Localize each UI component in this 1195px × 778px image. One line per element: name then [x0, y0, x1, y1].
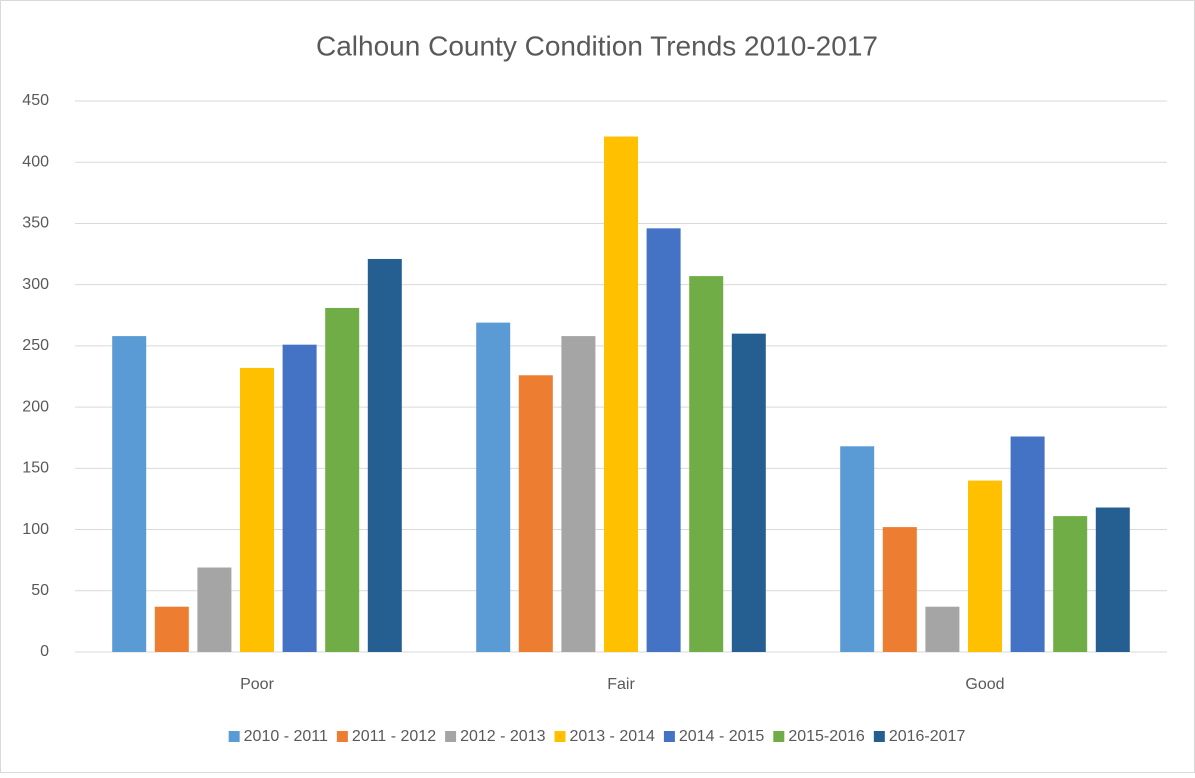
bar	[367, 258, 402, 652]
y-tick-label: 400	[22, 153, 49, 170]
y-tick-label: 450	[22, 92, 49, 109]
x-tick-label: Poor	[240, 676, 274, 693]
legend-swatch	[228, 731, 240, 742]
bar	[968, 480, 1002, 652]
bar	[240, 367, 274, 652]
bar	[1053, 516, 1088, 652]
legend-swatch	[773, 731, 785, 742]
bar	[154, 606, 189, 652]
y-tick-label: 250	[22, 337, 49, 354]
legend-label: 2010 - 2011	[244, 728, 328, 745]
legend-swatch	[663, 731, 675, 742]
y-tick-label: 150	[22, 460, 49, 477]
legend-swatch	[554, 731, 566, 742]
y-tick-label: 50	[31, 582, 49, 599]
legend-swatch	[445, 731, 457, 742]
legend-label: 2014 - 2015	[679, 728, 765, 745]
bar	[689, 276, 724, 652]
bar	[112, 336, 147, 652]
x-tick-label: Good	[965, 676, 1004, 693]
legend-label: 2013 - 2014	[570, 728, 656, 745]
y-tick-label: 350	[22, 215, 49, 232]
bar	[518, 375, 553, 652]
bar	[197, 567, 232, 652]
y-tick-label: 300	[22, 276, 49, 293]
chart-title: Calhoun County Condition Trends 2010-201…	[316, 30, 878, 61]
x-tick-label: Fair	[607, 676, 635, 693]
bar	[1010, 436, 1045, 652]
bar	[325, 307, 360, 652]
bar	[1095, 507, 1130, 652]
bar	[646, 228, 681, 652]
bar	[925, 606, 960, 652]
legend-swatch	[336, 731, 348, 742]
bar	[604, 136, 638, 652]
bar	[282, 344, 317, 652]
bar	[731, 333, 766, 652]
legend-label: 2011 - 2012	[352, 728, 436, 745]
bar	[561, 336, 596, 652]
legend-swatch	[873, 731, 885, 742]
y-tick-label: 100	[22, 521, 49, 538]
bar	[476, 322, 511, 652]
bar	[840, 446, 875, 652]
legend-label: 2015-2016	[788, 728, 865, 745]
bar	[882, 527, 917, 652]
legend-label: 2016-2017	[889, 728, 966, 745]
y-tick-label: 200	[22, 398, 49, 415]
y-tick-label: 0	[40, 643, 49, 660]
legend-label: 2012 - 2013	[460, 728, 546, 745]
